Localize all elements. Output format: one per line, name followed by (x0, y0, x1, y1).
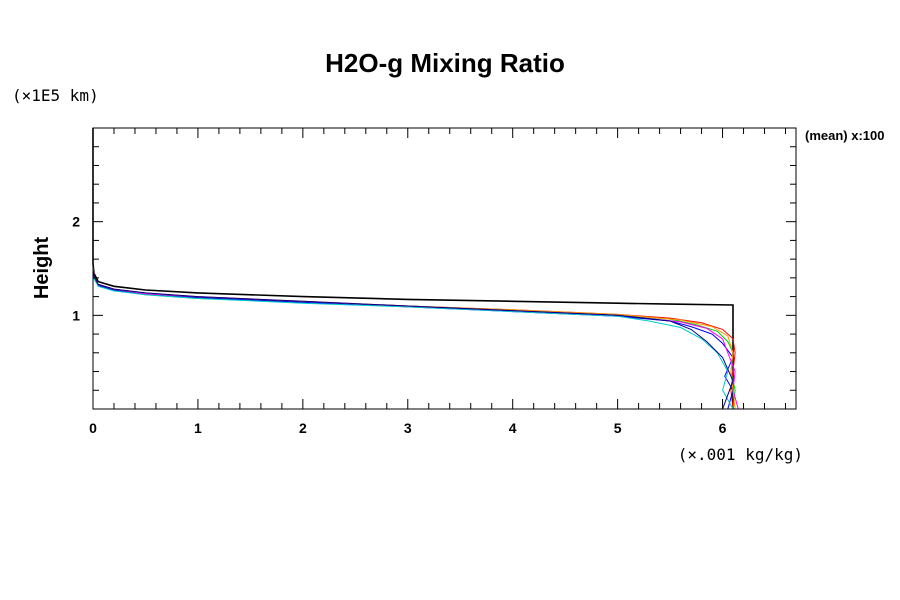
x-tick-label: 4 (509, 420, 517, 436)
x-axis-unit: (×.001 kg/kg) (678, 445, 803, 464)
series-line-4 (92, 128, 734, 410)
mean-annotation: (mean) x:100 (805, 128, 884, 143)
x-tick-label: 2 (299, 420, 307, 436)
y-axis-label: Height (31, 237, 53, 300)
series-line-1 (92, 128, 734, 409)
chart-title: H2O-g Mixing Ratio (325, 48, 565, 78)
series-line-3 (92, 128, 736, 410)
y-tick-label: 2 (72, 214, 80, 230)
plot-frame (92, 127, 797, 410)
x-tick-label: 1 (194, 420, 202, 436)
y-axis-unit: (×1E5 km) (12, 86, 99, 105)
x-tick-label: 6 (719, 420, 727, 436)
x-tick-label: 0 (89, 420, 97, 436)
series-group (92, 128, 739, 410)
series-line-5 (92, 128, 734, 410)
series-line-2 (92, 128, 736, 410)
y-tick-label: 1 (72, 307, 80, 323)
x-tick-label: 5 (614, 420, 622, 436)
x-tick-label: 3 (404, 420, 412, 436)
tick-group: 0 1 2 3 4 5 6 1 2 (72, 127, 796, 436)
series-line-8 (92, 128, 734, 410)
series-line-7 (92, 128, 736, 410)
series-line-6 (92, 128, 739, 410)
